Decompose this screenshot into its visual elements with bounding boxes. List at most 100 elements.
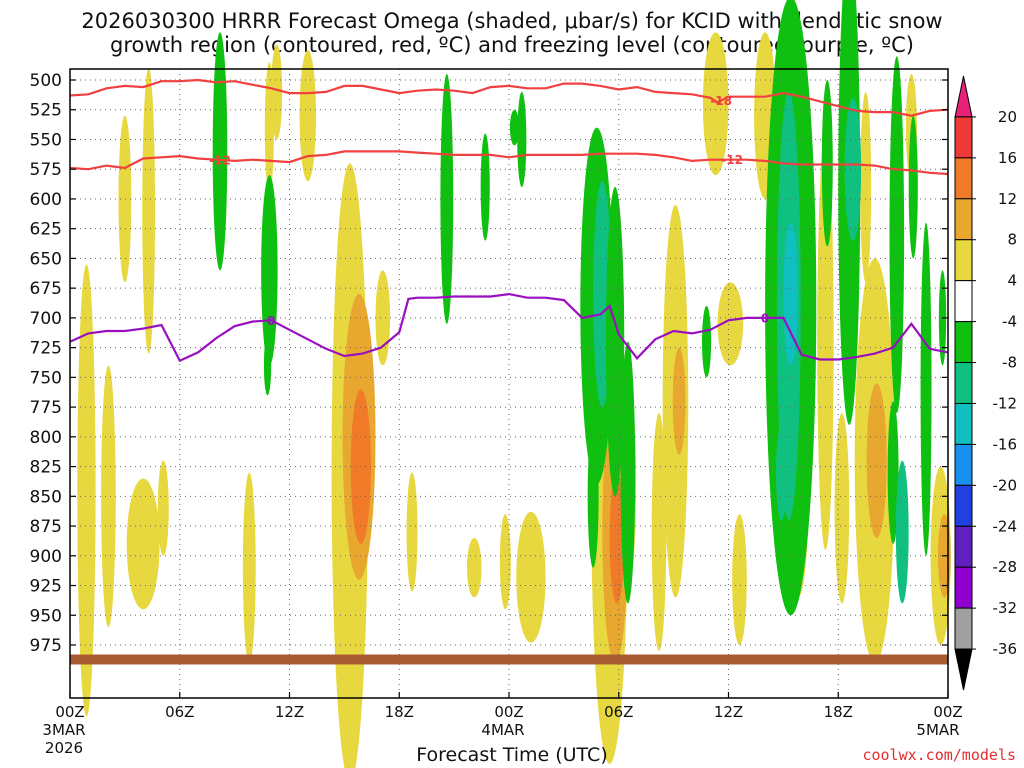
- omega-blob-yel: [466, 537, 482, 598]
- y-tick-label: 575: [30, 160, 62, 180]
- x-tick-date: 5MAR: [916, 721, 959, 739]
- colorbar-swatch: [954, 239, 973, 282]
- omega-blob-teal: [895, 460, 909, 604]
- omega-blob-teal: [844, 97, 862, 241]
- omega-blob-yel: [271, 44, 283, 140]
- contour-label-dgz-bottom: -12: [721, 153, 743, 167]
- colorbar-swatch: [954, 198, 973, 241]
- omega-blob-yel: [77, 264, 96, 717]
- omega-blob-grn: [587, 424, 599, 568]
- omega-blob-teal: [776, 424, 788, 521]
- colorbar-swatch: [954, 607, 973, 650]
- y-tick-label: 550: [30, 130, 62, 150]
- plot-frame: [69, 68, 949, 699]
- y-tick-label: 900: [30, 547, 62, 567]
- omega-blob-yel: [702, 32, 729, 176]
- omega-blob-grn: [212, 32, 228, 271]
- omega-blob-cyan: [783, 222, 799, 366]
- x-tick-label: 18Z: [385, 703, 414, 721]
- colorbar-swatch: [954, 157, 973, 200]
- omega-blob-yel: [375, 270, 391, 366]
- omega-blob-yel: [516, 511, 546, 643]
- x-tick-label: 00Z: [494, 703, 523, 721]
- colorbar-label: 8: [1007, 231, 1017, 249]
- y-tick-label: 925: [30, 577, 62, 597]
- y-tick-label: 600: [30, 190, 62, 210]
- omega-blob-dorg: [609, 472, 625, 604]
- omega-blob-yel: [499, 514, 511, 610]
- y-tick-label: 800: [30, 428, 62, 448]
- contour-layer: -18 -12 -12 0 0: [69, 78, 949, 363]
- omega-blob-grn: [261, 175, 278, 366]
- colorbar-label: -8: [1002, 354, 1017, 372]
- contour-label-dgz-bottom: -12: [209, 153, 231, 167]
- x-tick-label: 00Z: [55, 703, 84, 721]
- omega-blob-grn: [908, 115, 918, 259]
- colorbar: 20 16 12 8 4 -4 -8 -12 -16 -20 -24 -28 -32 -36: [954, 75, 1018, 691]
- x-tick-year: 2026: [45, 739, 83, 757]
- omega-blob-grn: [620, 341, 636, 604]
- omega-blob-grn: [440, 74, 454, 324]
- contour-dgz-bottom: [69, 150, 949, 176]
- x-tick-date: 4MAR: [481, 721, 524, 739]
- colorbar-label: -16: [993, 435, 1018, 453]
- omega-blob-yel: [406, 472, 418, 592]
- x-tick-label: 06Z: [165, 703, 194, 721]
- y-tick-label: 625: [30, 220, 62, 240]
- omega-blob-org: [672, 347, 686, 455]
- credit-link[interactable]: coolwx.com/models: [862, 746, 1016, 764]
- x-tick-label: 12Z: [714, 703, 743, 721]
- omega-blob-yel: [142, 68, 156, 354]
- omega-blob-grn: [701, 306, 712, 378]
- omega-blob-yel: [157, 460, 169, 556]
- omega-blob-grn: [263, 335, 272, 396]
- omega-blob-grn: [480, 133, 490, 241]
- colorbar-label: -36: [993, 640, 1018, 658]
- x-tick-label: 06Z: [604, 703, 633, 721]
- colorbar-swatch: [954, 443, 973, 486]
- colorbar-label: 12: [998, 190, 1017, 208]
- y-tick-label: 875: [30, 517, 62, 537]
- omega-blob-yel: [118, 115, 132, 283]
- omega-blob-yel: [126, 478, 160, 610]
- omega-blob-yel: [299, 50, 317, 182]
- y-tick-label: 975: [30, 636, 62, 656]
- colorbar-swatch: [954, 321, 973, 364]
- omega-blob-grn: [821, 79, 833, 247]
- colorbar-label: -12: [993, 394, 1018, 412]
- y-tick-label: 725: [30, 339, 62, 359]
- omega-blob-org: [866, 383, 887, 538]
- omega-blob-yel: [242, 472, 256, 663]
- colorbar-swatch: [954, 116, 973, 159]
- omega-blob-yel: [834, 413, 850, 604]
- omega-blob-grn: [920, 222, 932, 556]
- y-tick-label: 775: [30, 398, 62, 418]
- y-tick-label: 950: [30, 606, 62, 626]
- omega-shading-layer: [70, 0, 951, 768]
- contour-freezing-level: [69, 292, 949, 363]
- omega-blob-grn: [509, 109, 520, 146]
- omega-blob-yel: [101, 365, 116, 628]
- colorbar-label: 16: [998, 149, 1017, 167]
- colorbar-swatch: [954, 402, 973, 445]
- y-tick-label: 525: [30, 101, 62, 121]
- omega-blob-grn: [889, 56, 905, 414]
- colorbar-label: -20: [993, 476, 1018, 494]
- colorbar-label: 20: [998, 108, 1017, 126]
- omega-blob-grn: [517, 91, 527, 188]
- x-tick-label: 18Z: [824, 703, 853, 721]
- colorbar-swatch: [954, 648, 973, 691]
- colorbar-swatch: [954, 484, 973, 527]
- colorbar-label: -24: [993, 517, 1018, 535]
- y-tick-label: 650: [30, 249, 62, 269]
- y-tick-label: 825: [30, 458, 62, 478]
- colorbar-swatch: [954, 75, 973, 118]
- colorbar-label: 4: [1007, 272, 1017, 290]
- omega-blob-yel: [732, 514, 747, 645]
- colorbar-label: -32: [993, 599, 1018, 617]
- grid-layer: [70, 69, 948, 698]
- y-tick-label: 750: [30, 368, 62, 388]
- x-tick-date: 3MAR: [42, 721, 85, 739]
- contour-label-freezing-level: 0: [267, 314, 275, 328]
